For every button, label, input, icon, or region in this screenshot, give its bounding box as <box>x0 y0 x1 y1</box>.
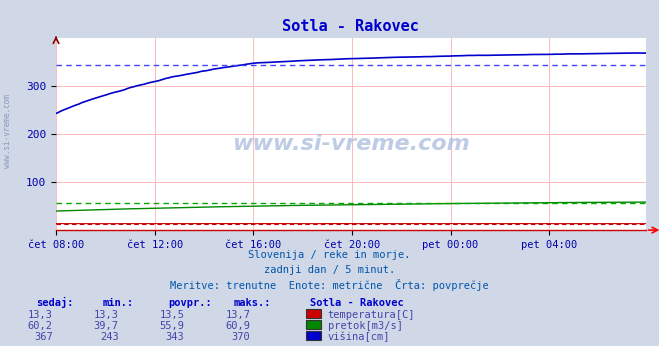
Text: sedaj:: sedaj: <box>36 297 74 308</box>
Title: Sotla - Rakovec: Sotla - Rakovec <box>283 19 419 34</box>
Text: 13,7: 13,7 <box>225 310 250 320</box>
Text: maks.:: maks.: <box>234 298 272 308</box>
Text: 13,3: 13,3 <box>94 310 119 320</box>
Text: Slovenija / reke in morje.: Slovenija / reke in morje. <box>248 250 411 260</box>
Text: min.:: min.: <box>102 298 133 308</box>
Text: 243: 243 <box>100 332 119 342</box>
Text: zadnji dan / 5 minut.: zadnji dan / 5 minut. <box>264 265 395 275</box>
Text: 13,5: 13,5 <box>159 310 185 320</box>
Text: 13,3: 13,3 <box>28 310 53 320</box>
Text: Sotla - Rakovec: Sotla - Rakovec <box>310 298 403 308</box>
Text: višina[cm]: višina[cm] <box>328 331 390 342</box>
Text: pretok[m3/s]: pretok[m3/s] <box>328 321 403 331</box>
Text: 370: 370 <box>232 332 250 342</box>
Text: 39,7: 39,7 <box>94 321 119 331</box>
Text: temperatura[C]: temperatura[C] <box>328 310 415 320</box>
Text: 367: 367 <box>34 332 53 342</box>
Text: Meritve: trenutne  Enote: metrične  Črta: povprečje: Meritve: trenutne Enote: metrične Črta: … <box>170 279 489 291</box>
Text: povpr.:: povpr.: <box>168 298 212 308</box>
Text: 60,9: 60,9 <box>225 321 250 331</box>
Text: 60,2: 60,2 <box>28 321 53 331</box>
Text: 55,9: 55,9 <box>159 321 185 331</box>
Text: www.si-vreme.com: www.si-vreme.com <box>3 94 13 169</box>
Text: www.si-vreme.com: www.si-vreme.com <box>232 134 470 154</box>
Text: 343: 343 <box>166 332 185 342</box>
